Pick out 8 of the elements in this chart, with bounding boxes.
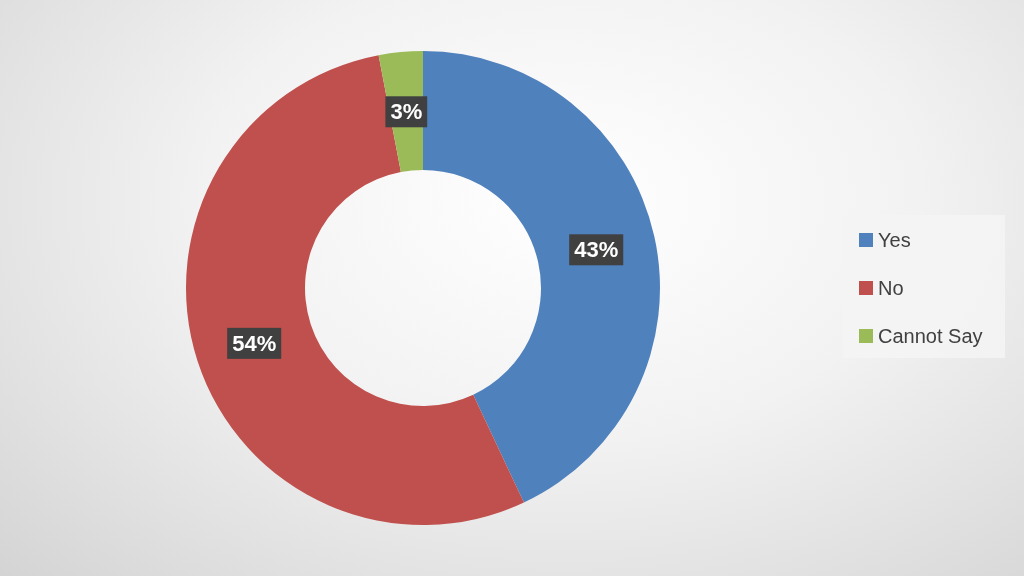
legend-label: Yes <box>878 229 911 251</box>
data-label: 43% <box>574 237 619 263</box>
data-label: 3% <box>390 99 423 125</box>
legend-label: No <box>878 277 904 299</box>
donut-slice <box>423 51 660 503</box>
donut-slice <box>186 55 524 525</box>
legend-label: Cannot Say <box>878 325 983 347</box>
data-label: 54% <box>232 330 277 356</box>
